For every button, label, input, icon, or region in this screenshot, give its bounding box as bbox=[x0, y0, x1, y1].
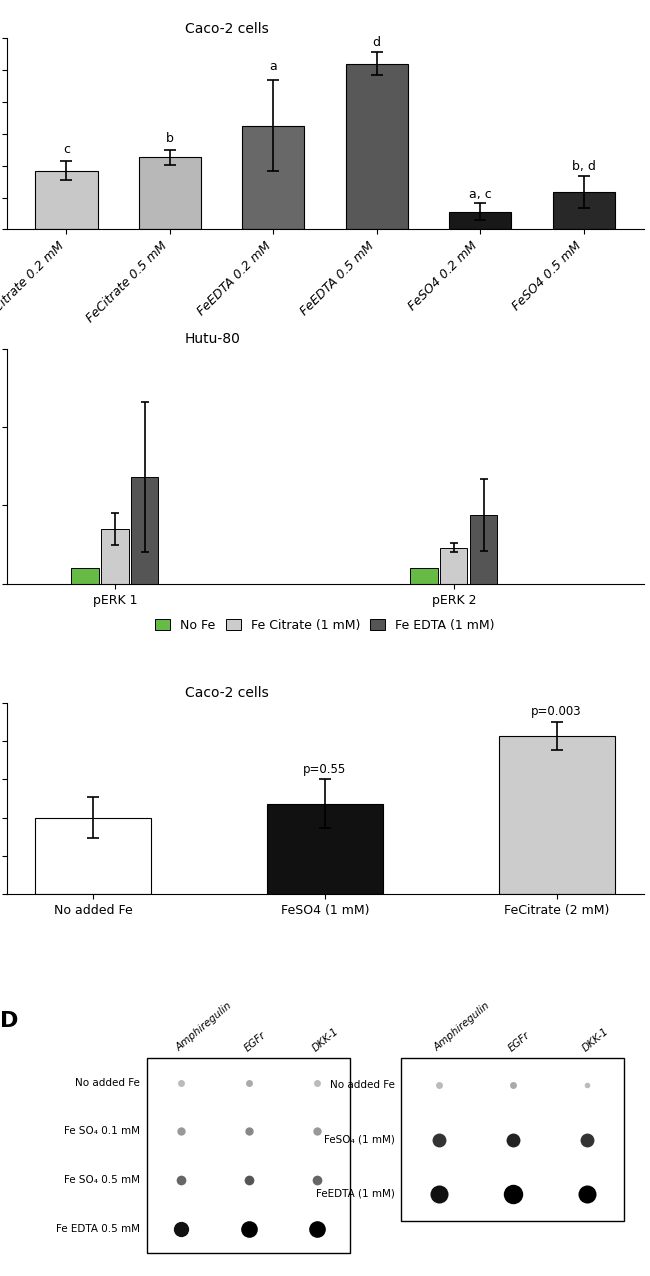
Text: Fe SO₄ 0.5 mM: Fe SO₄ 0.5 mM bbox=[64, 1175, 140, 1185]
Bar bbox=[242, 125, 304, 230]
Text: d: d bbox=[372, 36, 381, 48]
Legend: No Fe, Fe Citrate (1 mM), Fe EDTA (1 mM): No Fe, Fe Citrate (1 mM), Fe EDTA (1 mM) bbox=[150, 614, 500, 637]
Text: No added Fe: No added Fe bbox=[75, 1078, 140, 1087]
Bar bbox=[440, 547, 467, 584]
Text: Amphiregulin: Amphiregulin bbox=[432, 1000, 492, 1054]
Bar bbox=[267, 804, 383, 894]
Bar bbox=[131, 477, 159, 584]
Text: Caco-2 cells: Caco-2 cells bbox=[185, 22, 268, 36]
Text: FeEDTA (1 mM): FeEDTA (1 mM) bbox=[316, 1189, 395, 1198]
Text: Hutu-80: Hutu-80 bbox=[185, 332, 240, 346]
Text: a, c: a, c bbox=[469, 188, 491, 200]
Bar bbox=[101, 530, 129, 584]
Text: No added Fe: No added Fe bbox=[330, 1081, 395, 1091]
Text: c: c bbox=[63, 143, 70, 156]
Bar bbox=[402, 1058, 625, 1221]
Text: p=0.55: p=0.55 bbox=[304, 763, 346, 776]
Text: b: b bbox=[166, 133, 174, 145]
Text: EGFr: EGFr bbox=[242, 1030, 268, 1054]
Text: b, d: b, d bbox=[571, 161, 595, 174]
Bar bbox=[499, 736, 614, 894]
Text: DKK-1: DKK-1 bbox=[581, 1026, 611, 1054]
Bar bbox=[449, 212, 511, 230]
Text: D: D bbox=[0, 1011, 18, 1031]
Bar bbox=[552, 193, 614, 230]
Bar bbox=[346, 64, 408, 230]
Bar bbox=[36, 818, 151, 894]
Text: Amphiregulin: Amphiregulin bbox=[174, 1000, 234, 1054]
Text: DKK-1: DKK-1 bbox=[310, 1026, 340, 1054]
Text: Fe SO₄ 0.1 mM: Fe SO₄ 0.1 mM bbox=[64, 1127, 140, 1137]
Bar bbox=[36, 171, 98, 230]
Bar bbox=[147, 1058, 350, 1253]
Bar bbox=[139, 157, 201, 230]
Bar bbox=[410, 568, 437, 584]
Text: EGFr: EGFr bbox=[506, 1030, 532, 1054]
Text: FeSO₄ (1 mM): FeSO₄ (1 mM) bbox=[324, 1134, 395, 1145]
Text: Caco-2 cells: Caco-2 cells bbox=[185, 686, 268, 701]
Bar bbox=[470, 514, 497, 584]
Text: p=0.003: p=0.003 bbox=[531, 706, 582, 718]
Text: a: a bbox=[269, 60, 277, 73]
Bar bbox=[72, 568, 99, 584]
Text: Fe EDTA 0.5 mM: Fe EDTA 0.5 mM bbox=[57, 1224, 140, 1234]
